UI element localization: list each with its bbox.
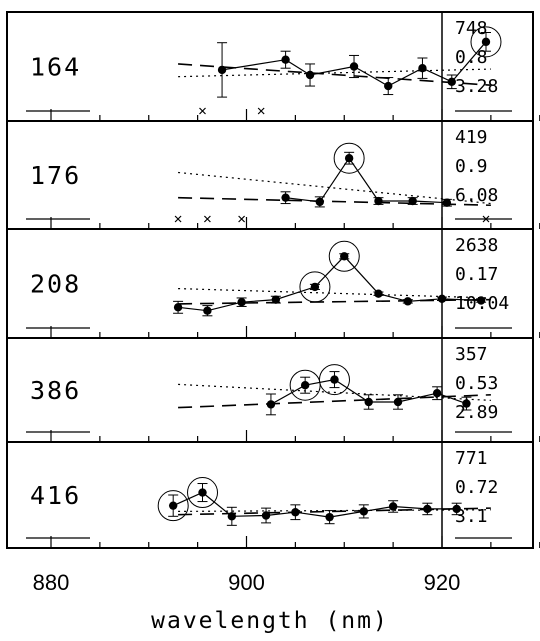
data-point bbox=[344, 154, 354, 163]
series-line bbox=[285, 157, 447, 204]
data-point bbox=[364, 397, 373, 407]
data-point bbox=[217, 65, 227, 75]
dashed-fit-line bbox=[178, 298, 491, 305]
data-point bbox=[447, 77, 456, 87]
data-point bbox=[384, 81, 393, 91]
panel-stat-2: 0.8 bbox=[455, 47, 488, 68]
panel-stat-1: 2638 bbox=[455, 235, 498, 256]
data-point bbox=[300, 381, 310, 390]
panel-164: 164 748 0.8 3.28 bbox=[26, 12, 540, 121]
rejected-point-cross bbox=[203, 215, 211, 223]
dotted-fit-line bbox=[178, 383, 491, 401]
panel-416: 416 771 0.72 3.1 bbox=[7, 441, 540, 548]
panel-stat-2: 0.9 bbox=[455, 156, 488, 177]
dashed-fit-line bbox=[178, 394, 491, 409]
x-tick-label: 880 bbox=[33, 570, 70, 595]
panel-stat-1: 419 bbox=[455, 127, 488, 148]
rejected-point-cross bbox=[482, 215, 490, 223]
panel-stat-2: 0.17 bbox=[455, 264, 498, 285]
data-point bbox=[281, 55, 290, 64]
outlier-ring bbox=[333, 142, 365, 174]
outlier-ring bbox=[157, 490, 189, 522]
data-point bbox=[325, 512, 334, 522]
figure-frame bbox=[6, 11, 534, 549]
outlier-ring bbox=[470, 26, 502, 58]
outlier-ring bbox=[328, 240, 360, 272]
data-point bbox=[227, 512, 237, 521]
data-point bbox=[442, 198, 452, 207]
outlier-ring bbox=[318, 364, 350, 396]
data-point bbox=[437, 294, 447, 303]
data-point bbox=[168, 501, 178, 510]
data-point bbox=[359, 507, 368, 516]
data-point bbox=[476, 296, 486, 305]
series-line bbox=[172, 491, 457, 518]
data-point bbox=[374, 289, 383, 298]
panel-id-label: 208 bbox=[30, 270, 81, 299]
data-point bbox=[432, 389, 442, 398]
data-point bbox=[462, 399, 471, 408]
x-tick-label: 920 bbox=[424, 570, 461, 595]
panel-stat-1: 357 bbox=[455, 344, 488, 365]
data-point bbox=[237, 298, 246, 307]
panel-id-label: 164 bbox=[30, 53, 81, 82]
panel-stat-2: 0.72 bbox=[455, 477, 498, 498]
panel-386: 386 357 0.53 2.89 bbox=[7, 337, 540, 442]
data-point bbox=[481, 37, 491, 47]
panel-stat-2: 0.53 bbox=[455, 373, 498, 394]
x-tick-label: 900 bbox=[228, 570, 265, 595]
data-point bbox=[330, 375, 339, 384]
panel-stat-1: 748 bbox=[455, 18, 488, 39]
panel-id-label: 416 bbox=[30, 481, 81, 510]
data-point bbox=[271, 295, 281, 304]
dashed-fit-line bbox=[178, 196, 491, 207]
panel-id-label: 176 bbox=[30, 161, 81, 190]
panel-stat-1: 771 bbox=[455, 448, 488, 469]
rejected-point-cross bbox=[238, 215, 246, 223]
outlier-ring bbox=[187, 477, 219, 509]
data-point bbox=[315, 197, 325, 207]
dotted-fit-line bbox=[178, 171, 491, 205]
data-point bbox=[261, 511, 271, 520]
dotted-fit-line bbox=[178, 68, 491, 78]
dashed-fit-line bbox=[178, 63, 491, 86]
data-point bbox=[374, 196, 383, 206]
data-point bbox=[173, 303, 183, 312]
data-point bbox=[310, 282, 320, 292]
data-point bbox=[393, 397, 403, 407]
data-point bbox=[452, 504, 461, 514]
series-line bbox=[222, 41, 487, 87]
data-point bbox=[388, 502, 398, 511]
series-line bbox=[178, 255, 482, 312]
dotted-fit-line bbox=[178, 288, 491, 299]
data-point bbox=[291, 508, 300, 517]
outlier-ring bbox=[299, 271, 331, 303]
data-point bbox=[340, 252, 349, 261]
data-point bbox=[349, 62, 359, 71]
panel-stat-3: 2.89 bbox=[455, 402, 498, 423]
rejected-point-cross bbox=[199, 107, 206, 115]
data-point bbox=[403, 297, 412, 306]
data-point bbox=[418, 63, 427, 73]
data-point bbox=[305, 70, 315, 80]
data-point bbox=[266, 400, 276, 409]
panel-stat-3: 6.08 bbox=[455, 185, 498, 206]
data-point bbox=[423, 504, 432, 514]
x-axis-label: wavelength (nm) bbox=[151, 608, 389, 634]
panel-id-label: 386 bbox=[30, 376, 81, 405]
panel-176: 176 419 0.9 6.08 bbox=[7, 120, 540, 229]
rejected-point-cross bbox=[257, 107, 265, 115]
data-point bbox=[281, 193, 290, 202]
data-point bbox=[203, 306, 212, 315]
panel-stat-3: 3.28 bbox=[455, 76, 498, 97]
rejected-point-cross bbox=[174, 215, 182, 223]
data-point bbox=[198, 488, 207, 497]
data-point bbox=[408, 196, 417, 206]
panel-stat-3: 3.1 bbox=[455, 506, 488, 527]
